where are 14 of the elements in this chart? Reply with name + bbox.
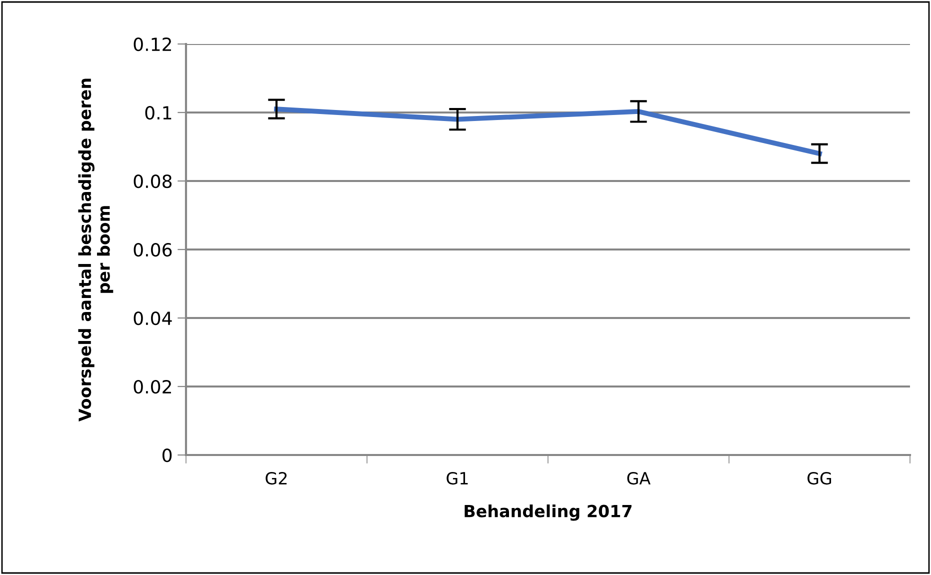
y-tick-label: 0.04 bbox=[134, 311, 172, 326]
x-tick-label: GG bbox=[808, 472, 832, 485]
y-tick-label: 0.1 bbox=[145, 106, 172, 120]
x-tick-label: G2 bbox=[266, 472, 287, 485]
y-tick-label: 0.12 bbox=[134, 37, 171, 52]
x-tick-label: GA bbox=[627, 472, 651, 485]
y-axis-title: Voorspeld aantal beschadigde peren per boom bbox=[78, 78, 114, 422]
y-tick-label: 0.02 bbox=[134, 380, 171, 394]
x-axis-title: Behandeling 2017 bbox=[464, 504, 632, 521]
y-tick-label: 0.08 bbox=[134, 174, 172, 188]
y-tick-label: 0 bbox=[162, 448, 172, 462]
y-tick-label: 0.06 bbox=[134, 242, 172, 257]
line-series bbox=[274, 106, 822, 156]
x-tick-label: G1 bbox=[446, 472, 468, 485]
